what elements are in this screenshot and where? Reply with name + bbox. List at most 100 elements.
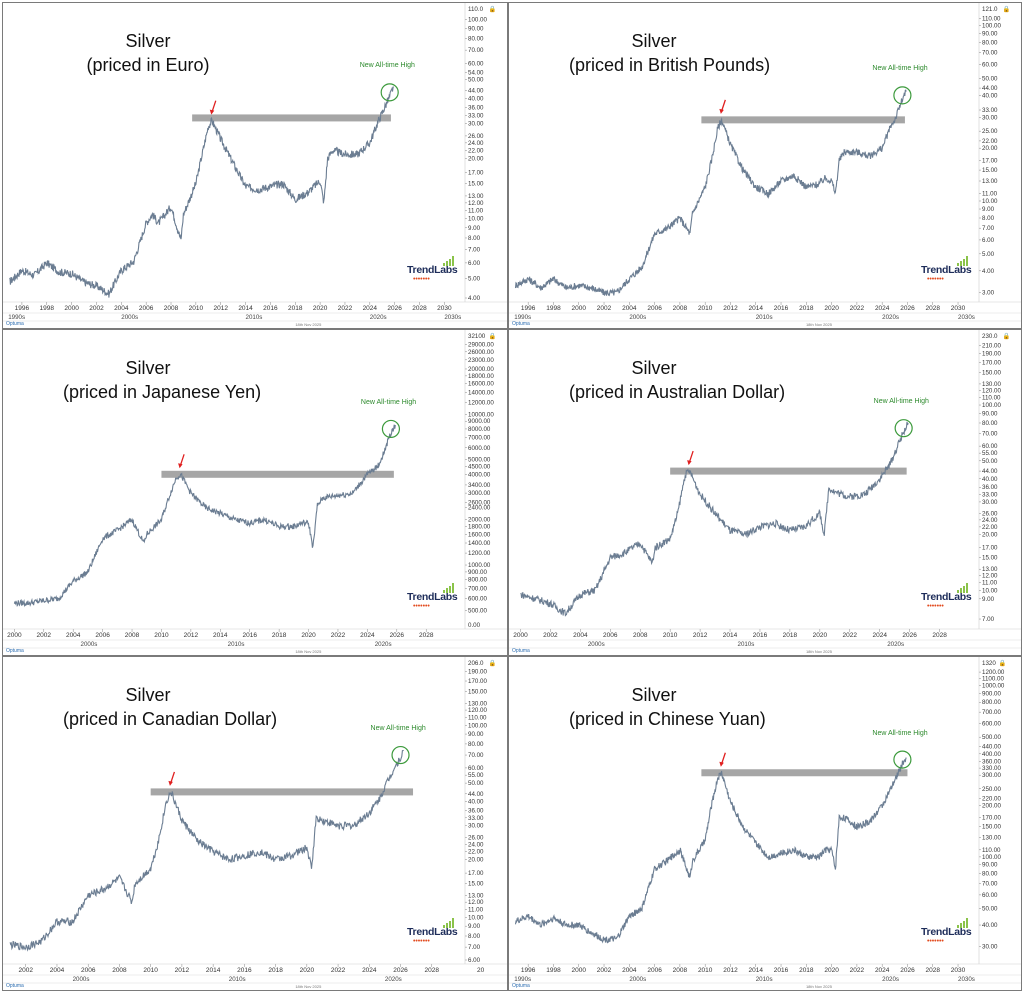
ath-circle xyxy=(893,750,912,769)
x-tick-label: 2008 xyxy=(164,305,179,312)
y-tick-label: 9.00 xyxy=(468,225,481,232)
x-tick-label: 2030 xyxy=(437,305,452,312)
x-tick-label: 2014 xyxy=(238,305,253,312)
x-tick-label: 2024 xyxy=(872,632,887,639)
y-tick-label: 9.00 xyxy=(982,206,995,213)
y-tick-label: 500.00 xyxy=(468,607,487,614)
resistance-bar xyxy=(670,467,907,475)
lock-icon: 🔒 xyxy=(1003,5,1011,13)
x-tail-label: 20 xyxy=(477,967,485,974)
y-bottom-label: 0.00 xyxy=(468,622,481,629)
chart-panel-cny: 1320 🔒 1200.00 1100.00 1000.00 900.00 800.00 70… xyxy=(508,656,1022,991)
y-tick-label: 130.00 xyxy=(982,381,1001,388)
y-tick-label: 33.00 xyxy=(982,107,998,114)
y-tick-label: 170.00 xyxy=(982,814,1001,821)
x-tick-label: 2010 xyxy=(698,305,713,312)
x-tick-label: 1996 xyxy=(15,305,30,312)
chart-title-line1: Silver xyxy=(125,31,171,51)
y-tick-label: 13.00 xyxy=(468,892,484,899)
y-tick-label: 5.00 xyxy=(982,251,995,258)
decade-label: 2020s xyxy=(385,976,402,983)
x-tick-label: 2026 xyxy=(900,305,915,312)
y-top-label: 230.0 xyxy=(982,333,998,340)
x-tick-label: 2026 xyxy=(902,632,917,639)
decade-label: 2010s xyxy=(756,976,773,983)
ath-circle xyxy=(391,745,410,765)
y-tick-label: 25.00 xyxy=(982,128,998,135)
y-tick-label: 22.00 xyxy=(468,147,484,154)
y-tick-label: 1200.00 xyxy=(468,550,491,557)
x-tick-label: 2002 xyxy=(543,632,558,639)
chart-panel-aud: 230.0 🔒 210.00 190.00 170.00 150.00 130.00 120.… xyxy=(508,329,1022,656)
y-tick-label: 11.00 xyxy=(982,191,998,198)
x-tick-label: 2018 xyxy=(272,632,287,639)
y-top-label: 206.0 xyxy=(468,660,484,667)
trendlabs-logo: TrendLabs xyxy=(921,264,972,276)
y-tick-label: 50.00 xyxy=(982,75,998,82)
y-tick-label: 22.00 xyxy=(468,849,484,856)
y-tick-label: 220.00 xyxy=(982,795,1001,802)
y-tick-label: 33.00 xyxy=(982,491,998,498)
x-tick-label: 2028 xyxy=(926,305,941,312)
y-tick-label: 36.00 xyxy=(468,105,484,112)
y-tick-label: 90.00 xyxy=(982,31,998,38)
trendlabs-bars-icon xyxy=(443,583,455,593)
chart-title-line2: (priced in Euro) xyxy=(86,55,210,75)
x-tick-label: 2026 xyxy=(900,967,915,974)
optuma-logo: Optuma xyxy=(512,321,530,327)
decade-label: 2020s xyxy=(375,641,392,648)
x-tick-label: 2020 xyxy=(813,632,828,639)
y-tick-label: 190.00 xyxy=(468,669,487,676)
decade-label: 1990s xyxy=(514,976,531,983)
x-tick-label: 2022 xyxy=(850,305,865,312)
y-tick-label: 13.00 xyxy=(982,566,998,573)
y-tick-label: 17.00 xyxy=(468,870,484,877)
y-tick-label: 15.00 xyxy=(468,881,484,888)
chart-panel-jpy: 32100 🔒 29000.00 26000.00 23000.00 20000.00 18… xyxy=(2,329,508,656)
chart-panel-gbp: 121.0 🔒 110.00 100.00 90.00 80.00 70.00 60.00 50… xyxy=(508,2,1022,329)
y-tick-label: 190.00 xyxy=(982,350,1001,357)
y-tick-label: 2000.00 xyxy=(468,517,491,524)
x-tick-label: 2014 xyxy=(213,632,228,639)
x-tick-label: 2024 xyxy=(360,632,375,639)
chart-title: Silver (priced in Chinese Yuan) xyxy=(569,683,766,731)
trendlabs-bars-icon xyxy=(443,256,455,266)
y-tick-label: 20.00 xyxy=(982,532,998,539)
y-tick-label: 6000.00 xyxy=(468,445,491,452)
x-tick-label: 2016 xyxy=(237,967,252,974)
y-tick-label: 130.00 xyxy=(468,700,487,707)
trendlabs-dots-icon: • • • • • • • xyxy=(927,938,944,945)
x-tick-label: 2006 xyxy=(139,305,154,312)
y-tick-label: 55.00 xyxy=(468,772,484,779)
y-tick-label: 250.00 xyxy=(982,786,1001,793)
y-tick-label: 30.00 xyxy=(982,943,998,950)
x-tick-label: 2010 xyxy=(698,967,713,974)
optuma-logo: Optuma xyxy=(6,321,24,327)
y-tick-label: 44.00 xyxy=(468,791,484,798)
trendlabs-bars-icon xyxy=(443,918,455,928)
x-tick-label: 2008 xyxy=(673,305,688,312)
x-tick-label: 2012 xyxy=(723,305,738,312)
x-tick-label: 2014 xyxy=(723,632,738,639)
y-tick-label: 330.00 xyxy=(982,765,1001,772)
y-tick-label: 2400.00 xyxy=(468,505,491,512)
peak-arrow-head xyxy=(168,780,173,786)
chart-title-line2: (priced in Canadian Dollar) xyxy=(63,709,278,729)
chart-title-line1: Silver xyxy=(631,358,677,378)
y-tick-label: 900.00 xyxy=(468,569,487,576)
decade-label: 2030s xyxy=(958,314,975,321)
y-tick-label: 200.00 xyxy=(982,802,1001,809)
y-tick-label: 150.00 xyxy=(468,688,487,695)
date-stamp: 18th Nov 2025 xyxy=(805,322,832,327)
x-tick-label: 2022 xyxy=(850,967,865,974)
y-tick-label: 44.00 xyxy=(468,87,484,94)
trendlabs-dots-icon: • • • • • • • xyxy=(927,276,944,283)
x-tick-label: 2018 xyxy=(783,632,798,639)
decade-label: 2010s xyxy=(246,314,263,321)
trendlabs-logo: TrendLabs xyxy=(921,591,972,603)
y-tick-label: 20.00 xyxy=(468,857,484,864)
y-tick-label: 4500.00 xyxy=(468,464,491,471)
y-tick-label: 54.00 xyxy=(468,70,484,77)
x-tick-label: 2016 xyxy=(774,967,789,974)
x-tick-label: 2010 xyxy=(663,632,678,639)
